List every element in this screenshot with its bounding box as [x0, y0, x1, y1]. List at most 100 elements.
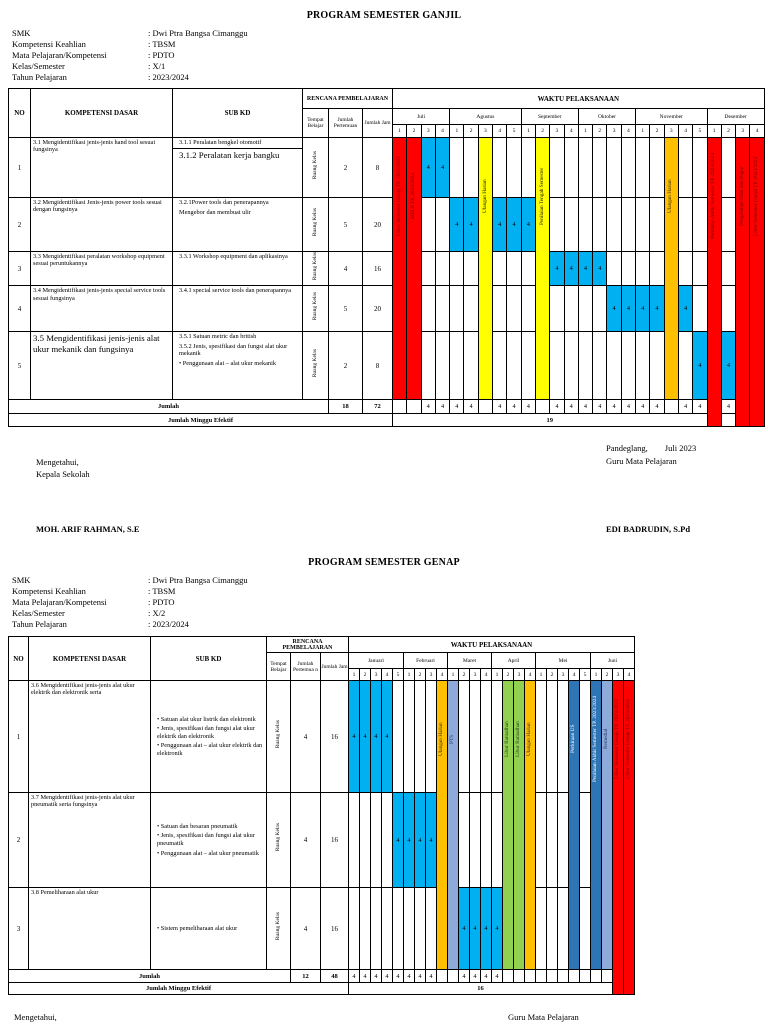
- row-number-cell: 5: [8, 331, 31, 401]
- jumlah-week-cell: 4: [620, 399, 637, 415]
- jumlah-week-cell: [447, 969, 459, 983]
- jumlah-pertemuan-cell: 4: [290, 887, 321, 970]
- meta-row: Tahun Pelajaran: 2023/2024: [12, 72, 248, 83]
- kompetensi-dasar-cell: 3.6 Mengidentifikasi jenis-jenis alat uk…: [28, 680, 151, 793]
- gantt-week-cell: [449, 137, 465, 198]
- gantt-week-cell: [720, 250, 737, 287]
- week-number: 3: [425, 668, 437, 681]
- sub-kd-item: • Sistem pemeliharaan alat ukur: [157, 924, 238, 932]
- gantt-week-cell: [535, 792, 547, 888]
- gantt-band: Libur Semester Genap TP. 2023/2024: [623, 680, 635, 995]
- minggu-efektif-value: 19: [392, 413, 708, 428]
- gantt-week-cell: [381, 887, 393, 970]
- jumlah-pertemuan-total: 18: [328, 399, 363, 415]
- week-number: 3: [735, 124, 751, 138]
- sub-kd-cell: 3.5.1 Satuan metric dan british 3.5.2 Jen…: [172, 331, 303, 401]
- gantt-week-cell: [425, 887, 437, 970]
- gantt-band: Libur Ramadhan: [513, 680, 525, 970]
- gantt-band: Perkiraan US: [568, 680, 580, 970]
- header-jumlah-pertemuan: Jumlah Pertemuan: [328, 108, 363, 138]
- row-number-cell: 4: [8, 285, 31, 333]
- gantt-week-cell: 4: [635, 285, 651, 333]
- gantt-week-cell: [577, 137, 594, 198]
- gantt-band: Libur Semester Ganjil TP. 2023/2024: [749, 136, 765, 428]
- week-number: 4: [568, 668, 580, 681]
- gantt-week-cell: 4: [381, 680, 393, 793]
- mengetahui-label-2: Mengetahui,: [14, 1012, 57, 1022]
- gantt-week-cell: [677, 137, 694, 198]
- week-number: 2: [359, 668, 371, 681]
- tempat-belajar-cell: Ruang Kelas: [302, 137, 329, 198]
- jumlah-pertemuan-cell: 4: [328, 250, 363, 287]
- kompetensi-dasar-cell: 3.8 Pemeliharaan alat ukur: [28, 887, 151, 970]
- gantt-week-cell: [649, 137, 665, 198]
- gantt-week-cell: [649, 197, 665, 252]
- gantt-week-cell: [520, 285, 536, 333]
- jumlah-week-cell: [557, 969, 569, 983]
- week-number: 2: [458, 668, 470, 681]
- week-number: 4: [524, 668, 536, 681]
- gantt-week-cell: 4: [491, 887, 503, 970]
- meta-row: Kompetensi Keahlian: TBSM: [12, 39, 248, 50]
- page2-title: PROGRAM SEMESTER GENAP: [308, 557, 460, 568]
- meta-value: : Dwi Ptra Bangsa Cimanggu: [148, 575, 248, 585]
- gantt-week-cell: [449, 285, 465, 333]
- gantt-week-cell: [620, 197, 637, 252]
- jumlah-pertemuan-cell: 2: [328, 331, 363, 401]
- gantt-week-cell: [635, 250, 651, 287]
- week-number: 5: [692, 124, 708, 138]
- sub-kd-item: 3.5.2 Jenis, spesifikasi dan fungsi alat…: [179, 342, 288, 358]
- gantt-week-cell: [434, 250, 451, 287]
- minggu-efektif-row: Jumlah Minggu Efektif 19: [8, 413, 765, 428]
- gantt-week-cell: [677, 197, 694, 252]
- sub-kd-item: 3.3.1 Workshop equipment dan aplikasinya: [179, 253, 288, 260]
- sub-kd-item: 3.5.1 Satuan metric dan british: [179, 333, 257, 341]
- gantt-week-cell: [506, 285, 522, 333]
- week-number: 1: [348, 668, 360, 681]
- gantt-week-cell: [549, 331, 565, 401]
- header-waktu-pelaksanaan: WAKTU PELAKSANAAN: [392, 88, 765, 109]
- jumlah-week-cell: [663, 399, 679, 415]
- semester1-table: NO KOMPETENSI DASAR SUB KD RENCANA PEMBELAJ…: [8, 88, 765, 428]
- gantt-week-cell: 4: [403, 792, 415, 888]
- jumlah-week-cell: [568, 969, 580, 983]
- gantt-band: Libur Semester Genap TP. 2022/2023: [391, 136, 408, 401]
- week-number: 1: [535, 668, 547, 681]
- week-number: 5: [392, 668, 404, 681]
- gantt-week-cell: [620, 250, 637, 287]
- sub-kd-item: • Penggunaan alat – alat ukur pneumatik: [157, 849, 259, 857]
- week-number: 5: [579, 668, 591, 681]
- meta-row: Mata Pelajaran/Kompetensi: PDTO: [12, 50, 248, 61]
- header-no: NO: [8, 636, 29, 681]
- page1-meta: SMK: Dwi Ptra Bangsa Cimanggu Kompetensi…: [12, 28, 248, 83]
- jumlah-week-cell: [534, 399, 551, 415]
- gantt-week-cell: [480, 792, 492, 888]
- meta-row: SMK: Dwi Ptra Bangsa Cimanggu: [12, 28, 248, 39]
- meta-value: : PDTO: [148, 597, 175, 607]
- gantt-week-cell: [414, 887, 426, 970]
- jumlah-label: Jumlah: [8, 399, 329, 415]
- gantt-week-cell: 4: [449, 197, 465, 252]
- jumlah-week-cell: 4: [381, 969, 393, 983]
- jumlah-week-cell: [579, 969, 591, 983]
- meta-label: SMK: [12, 28, 31, 38]
- sub-kd-item: 3.1.1 Peralatan bengkel otomotif: [179, 139, 262, 146]
- month-header: September: [520, 108, 579, 125]
- sub-kd-cell: 3.1.1 Peralatan bengkel otomotif 3.1.2 Pe…: [172, 137, 303, 198]
- week-number: 1: [391, 124, 408, 138]
- gantt-week-cell: [720, 137, 737, 198]
- meta-label: Kompetensi Keahlian: [12, 39, 86, 49]
- jumlah-week-cell: 4: [469, 969, 481, 983]
- gantt-week-cell: [546, 792, 558, 888]
- week-number: 1: [447, 668, 459, 681]
- gantt-week-cell: [592, 331, 608, 401]
- jumlah-jam-cell: 8: [362, 331, 393, 401]
- meta-label: Mata Pelajaran/Kompetensi: [12, 50, 107, 60]
- header-sub-kd: SUB KD: [150, 636, 267, 681]
- row-number-cell: 2: [8, 197, 31, 252]
- gantt-week-cell: 4: [458, 887, 470, 970]
- week-number: 1: [577, 124, 594, 138]
- jumlah-pertemuan-cell: 5: [328, 197, 363, 252]
- jumlah-jam-cell: 16: [320, 792, 349, 888]
- week-number: 2: [649, 124, 665, 138]
